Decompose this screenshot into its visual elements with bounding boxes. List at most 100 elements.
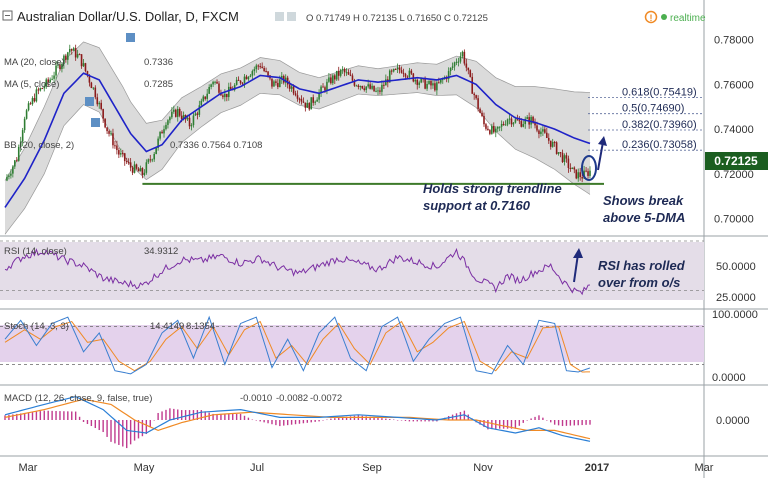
realtime-label: realtime — [670, 13, 706, 24]
candle-body — [498, 126, 501, 128]
macd-histogram-bar — [35, 411, 38, 420]
macd-histogram-bar — [114, 420, 116, 444]
settings-icon[interactable] — [275, 12, 284, 21]
macd-histogram-bar — [396, 420, 399, 421]
rsi-legend-label: RSI (14, close) — [4, 246, 67, 257]
macd-histogram-bar — [585, 420, 587, 425]
candle-body — [290, 86, 293, 89]
macd-histogram-bar — [561, 420, 564, 427]
candle-body — [102, 109, 104, 119]
macd-histogram-bar — [251, 419, 254, 421]
candle-body — [70, 49, 73, 51]
candle-body — [14, 160, 16, 167]
candle-body — [471, 76, 474, 94]
macd-histogram-bar — [510, 420, 513, 429]
stoch-k-line — [4, 315, 591, 375]
candle-body — [198, 105, 201, 115]
macd-histogram-bar — [326, 419, 328, 421]
candle-body — [118, 150, 120, 155]
macd-histogram-bar — [377, 417, 379, 420]
macd-histogram-bar — [286, 420, 289, 426]
candle-body — [233, 84, 236, 91]
candle-body — [131, 167, 134, 173]
time-tick-label: 2017 — [585, 462, 609, 474]
candle-body — [218, 83, 220, 93]
macd-histogram-bar — [538, 415, 540, 420]
macd-histogram-bar — [385, 418, 387, 420]
realtime-dot-icon — [661, 14, 667, 20]
candle-body — [493, 125, 495, 133]
macd-legend-line: -0.0082 — [276, 393, 308, 404]
fib-level-label: 0.382(0.73960) — [622, 119, 697, 131]
macd-histogram-bar — [318, 420, 320, 422]
candle-body — [267, 71, 269, 76]
candle-body — [540, 131, 542, 134]
macd-histogram-bar — [90, 420, 93, 427]
candle-body — [408, 70, 411, 78]
candle-body — [563, 155, 566, 163]
macd-histogram-bar — [263, 420, 265, 423]
candle-body — [365, 86, 368, 90]
macd-histogram-bar — [420, 420, 422, 422]
stoch-layer: 100.0000 0.0000 — [0, 309, 758, 384]
bb-settings-icon[interactable] — [91, 118, 100, 127]
candle-body — [379, 90, 381, 92]
fib-level-label: 0.5(0.74690) — [622, 103, 684, 115]
candle-body — [373, 85, 375, 92]
last-price-tag-bg — [705, 152, 768, 170]
candle-body — [80, 54, 83, 67]
candle-body — [375, 90, 377, 92]
candle-body — [451, 66, 454, 68]
candle-body — [377, 90, 379, 92]
candle-body — [178, 108, 181, 116]
macd-histogram-bar — [20, 413, 22, 420]
macd-histogram-bar — [330, 418, 332, 420]
collapse-icon[interactable] — [2, 10, 13, 21]
macd-histogram-bar — [27, 412, 30, 420]
warning-icon[interactable] — [644, 10, 658, 24]
candle-body — [434, 83, 436, 91]
candle-body — [485, 124, 487, 129]
macd-histogram-bar — [153, 420, 155, 421]
macd-histogram-bar — [498, 420, 501, 429]
macd-histogram-bar — [106, 420, 108, 437]
candle-body — [536, 125, 538, 131]
macd-histogram-bar — [180, 410, 183, 420]
candle-body — [100, 102, 102, 110]
candle-body — [467, 67, 470, 71]
candle-body — [577, 172, 580, 179]
candle-body — [261, 66, 263, 69]
macd-histogram-bar — [98, 420, 100, 431]
candle-body — [43, 86, 46, 89]
candle-body — [367, 84, 369, 87]
macd-histogram-bar — [428, 420, 430, 422]
candle-body — [526, 117, 528, 119]
candle-body — [229, 86, 232, 90]
ma5-settings-icon[interactable] — [85, 97, 94, 106]
macd-histogram-bar — [102, 420, 104, 433]
candle-body — [420, 78, 422, 83]
candle-body — [581, 177, 583, 179]
macd-histogram-bar — [408, 420, 411, 422]
candle-body — [125, 161, 128, 163]
hide-icon[interactable] — [287, 12, 296, 21]
candle-body — [438, 82, 440, 84]
macd-histogram-bar — [487, 420, 489, 430]
candle-body — [308, 103, 311, 110]
candle-body — [180, 115, 183, 120]
macd-histogram-bar — [573, 420, 575, 426]
rsi-annotation-line1: RSI has rolled — [598, 258, 686, 273]
candle-body — [265, 71, 267, 73]
break-arrow — [597, 141, 604, 171]
candle-body — [335, 70, 338, 80]
ma20-settings-icon[interactable] — [126, 33, 135, 42]
macd-histogram-bar — [23, 412, 26, 420]
macd-histogram-bar — [302, 420, 305, 424]
macd-histogram-bar — [196, 410, 199, 420]
bb-legend-values: 0.7336 0.7564 0.7108 — [170, 140, 262, 151]
ma20-legend: MA (20, close) — [4, 57, 65, 68]
candle-body — [41, 88, 44, 90]
candle-body — [461, 51, 464, 57]
candle-body — [163, 129, 165, 134]
candle-body — [147, 159, 150, 163]
